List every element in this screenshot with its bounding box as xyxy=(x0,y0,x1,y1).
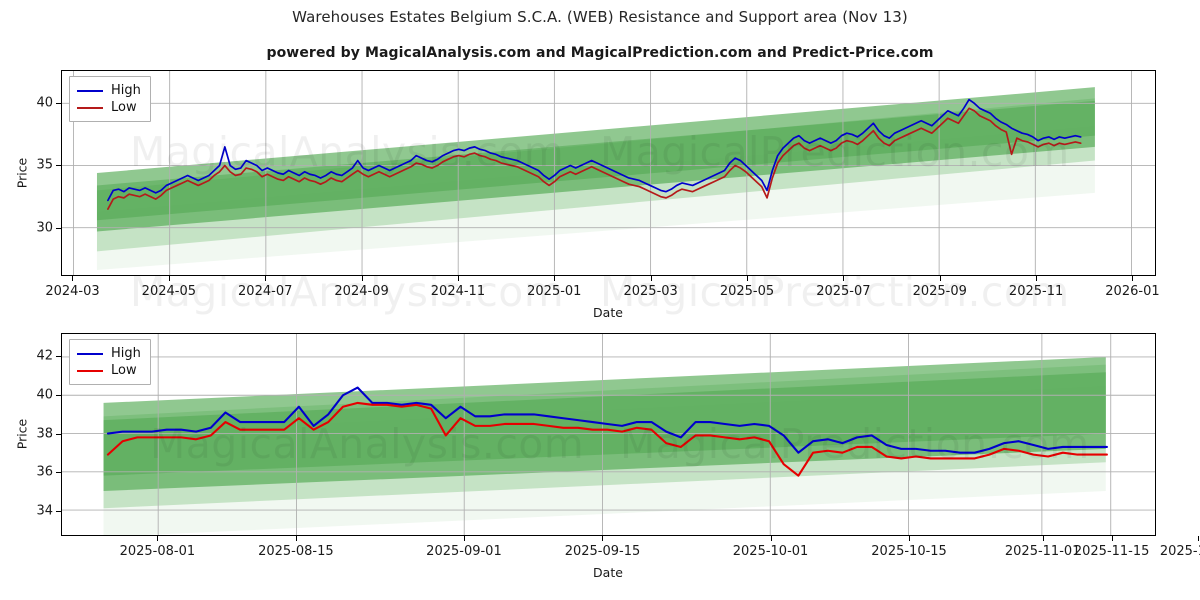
y-axis-tick-mark xyxy=(56,433,61,435)
x-axis-tick-mark xyxy=(909,536,911,541)
x-axis-tick-mark xyxy=(770,536,772,541)
bottom-chart-svg xyxy=(62,334,1155,535)
x-axis-tick-mark xyxy=(939,276,941,281)
x-axis-tick-mark xyxy=(168,276,170,281)
page-title: Warehouses Estates Belgium S.C.A. (WEB) … xyxy=(292,8,908,26)
x-axis-tick-mark xyxy=(747,276,749,281)
y-axis-tick-mark xyxy=(56,102,61,104)
x-axis-tick-mark xyxy=(554,276,556,281)
x-axis-tick-label: 2025-08-15 xyxy=(258,544,334,559)
x-axis-tick-label: 2025-11-01 xyxy=(1004,544,1081,559)
x-axis-tick-label: 2025-09-01 xyxy=(426,544,502,559)
y-axis-tick-label: 35 xyxy=(36,157,53,173)
top-chart-svg xyxy=(62,71,1155,275)
x-axis-tick-mark xyxy=(463,536,465,541)
legend-swatch-low xyxy=(77,106,103,109)
y-axis-tick-mark xyxy=(56,510,61,512)
x-axis-tick-label: 2025-10-01 xyxy=(732,544,809,559)
x-axis-tick-label: 2025-01 xyxy=(527,284,582,299)
y-axis-tick-mark xyxy=(56,394,61,396)
x-axis-tick-mark xyxy=(265,276,267,281)
series-line-low xyxy=(106,401,1108,477)
x-axis-tick-label: 2025-11-15 xyxy=(1073,544,1150,559)
y-axis-tick-mark xyxy=(56,356,61,358)
legend-swatch-high xyxy=(77,89,103,92)
series-line-high xyxy=(106,386,1108,454)
y-axis-tick-label: 38 xyxy=(36,426,53,442)
y-axis-tick-mark xyxy=(56,228,61,230)
x-axis-tick-mark xyxy=(72,276,74,281)
x-axis-tick-mark xyxy=(1111,536,1113,541)
x-axis-tick-label: 2024-03 xyxy=(45,284,100,299)
legend-label-high: High xyxy=(111,346,141,361)
bottom-plot-area xyxy=(61,333,1156,536)
legend-row-low: Low xyxy=(77,99,141,116)
bottom-chart-x-axis-label: Date xyxy=(593,565,623,580)
legend-row-high: High xyxy=(77,345,141,362)
x-axis-tick-label: 2024-11 xyxy=(430,284,486,299)
x-axis-tick-label: 2025-12-01 xyxy=(1159,544,1200,559)
x-axis-tick-mark xyxy=(361,276,363,281)
top-chart-panel: High Low xyxy=(61,70,1156,276)
x-axis-tick-mark xyxy=(1197,536,1199,541)
x-axis-tick-mark xyxy=(1132,276,1134,281)
x-axis-tick-mark xyxy=(295,536,297,541)
x-axis-tick-label: 2025-10-15 xyxy=(871,544,947,559)
series-line-high xyxy=(107,98,1082,202)
x-axis-tick-mark xyxy=(457,276,459,281)
legend-row-low: Low xyxy=(77,362,141,379)
x-axis-tick-label: 2024-07 xyxy=(238,284,293,299)
y-axis-tick-label: 30 xyxy=(36,220,53,236)
top-chart-legend: High Low xyxy=(69,76,151,122)
y-axis-tick-mark xyxy=(56,472,61,474)
top-chart-x-axis-label: Date xyxy=(593,305,623,320)
y-axis-tick-label: 34 xyxy=(36,503,53,519)
x-axis-tick-label: 2024-09 xyxy=(334,284,389,299)
top-plot-area xyxy=(61,70,1156,276)
y-axis-tick-label: 42 xyxy=(36,348,53,364)
legend-label-low: Low xyxy=(111,100,137,115)
band-inner-dark xyxy=(96,100,1095,221)
y-axis-tick-label: 40 xyxy=(36,387,53,403)
y-axis-tick-label: 36 xyxy=(36,464,53,480)
x-axis-tick-label: 2025-09 xyxy=(912,284,967,299)
x-axis-tick-mark xyxy=(157,536,159,541)
y-axis-tick-mark xyxy=(56,165,61,167)
x-axis-tick-label: 2025-03 xyxy=(623,284,678,299)
x-axis-tick-mark xyxy=(843,276,845,281)
legend-label-high: High xyxy=(111,83,141,98)
x-axis-tick-label: 2025-11 xyxy=(1008,284,1064,299)
x-axis-tick-label: 2026-01 xyxy=(1105,284,1160,299)
x-axis-tick-mark xyxy=(650,276,652,281)
legend-swatch-high xyxy=(77,352,103,355)
x-axis-tick-label: 2025-08-01 xyxy=(119,544,196,559)
x-axis-tick-mark xyxy=(1042,536,1044,541)
x-axis-tick-label: 2025-05 xyxy=(719,284,775,299)
x-axis-tick-label: 2024-05 xyxy=(141,284,197,299)
y-axis-tick-label: 40 xyxy=(36,95,53,111)
x-axis-tick-label: 2025-09-15 xyxy=(564,544,641,559)
legend-swatch-low xyxy=(77,369,103,372)
legend-row-high: High xyxy=(77,82,141,99)
legend-label-low: Low xyxy=(111,363,137,378)
top-chart-y-axis-label: Price xyxy=(14,157,30,189)
bottom-chart-legend: High Low xyxy=(69,339,151,385)
page-subtitle: powered by MagicalAnalysis.com and Magic… xyxy=(266,45,934,61)
bottom-chart-panel: High Low xyxy=(61,333,1156,536)
bottom-chart-y-axis-label: Price xyxy=(14,418,30,450)
x-axis-tick-mark xyxy=(1036,276,1038,281)
series-line-low xyxy=(107,107,1082,210)
x-axis-tick-mark xyxy=(602,536,604,541)
x-axis-tick-label: 2025-07 xyxy=(816,284,871,299)
